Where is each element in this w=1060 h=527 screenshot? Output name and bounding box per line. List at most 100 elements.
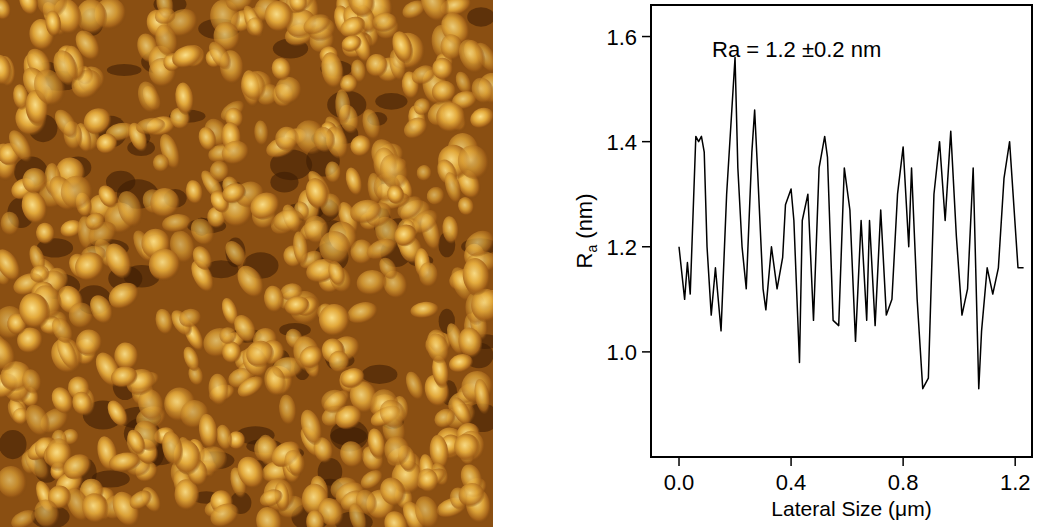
afm-grain	[310, 124, 339, 156]
afm-grain	[297, 407, 327, 448]
afm-grain	[55, 170, 98, 214]
afm-grain	[461, 226, 493, 262]
afm-grain	[197, 413, 221, 451]
afm-pit	[0, 430, 27, 459]
afm-grain	[320, 388, 349, 415]
y-tick	[642, 36, 651, 38]
afm-grain	[380, 507, 413, 527]
afm-grain	[44, 10, 63, 38]
afm-grain	[415, 164, 433, 183]
afm-grain	[246, 188, 285, 225]
profile-line	[679, 58, 1024, 389]
afm-grain	[148, 186, 182, 221]
y-tick-label: 1.4	[606, 130, 637, 155]
afm-grain	[0, 0, 15, 23]
afm-grain	[124, 427, 150, 458]
plot-frame	[651, 5, 1032, 457]
afm-grain	[207, 373, 231, 408]
x-tick	[678, 457, 680, 466]
afm-grain	[441, 215, 461, 245]
afm-grain	[232, 452, 270, 494]
afm-grain	[173, 81, 196, 117]
afm-grain	[359, 107, 384, 142]
afm-grain	[305, 509, 326, 527]
afm-grain	[134, 79, 163, 116]
annotation: Ra = 1.2 ±0.2 nm	[712, 37, 881, 62]
afm-grain	[135, 116, 166, 136]
afm-grain	[221, 340, 243, 365]
afm-grain	[336, 437, 369, 472]
afm-grain	[434, 101, 467, 135]
afm-grain	[19, 367, 44, 397]
afm-pit	[467, 7, 493, 27]
afm-grain	[50, 106, 83, 142]
afm-grain	[344, 0, 380, 22]
x-tick-label: 1.2	[1000, 470, 1031, 495]
afm-grain	[269, 55, 295, 83]
afm-grain	[146, 246, 184, 284]
afm-grain	[18, 164, 52, 198]
afm-grain	[221, 237, 251, 270]
afm-grain	[4, 126, 37, 165]
afm-grain	[151, 152, 172, 174]
afm-grain	[472, 378, 493, 416]
afm-grain	[315, 226, 356, 269]
afm-grain	[260, 0, 299, 37]
afm-grain	[73, 327, 104, 359]
afm-grain	[314, 299, 356, 341]
afm-grain	[107, 450, 142, 474]
afm-pit	[107, 64, 142, 76]
afm-grain	[113, 188, 147, 231]
afm-grain	[257, 486, 285, 510]
afm-grain	[0, 211, 21, 237]
afm-grain	[218, 326, 237, 346]
afm-grain	[178, 307, 202, 329]
afm-grain	[411, 493, 444, 527]
x-tick-label: 0.0	[664, 470, 695, 495]
afm-grain	[14, 289, 55, 333]
afm-grain	[103, 397, 132, 430]
afm-grain	[374, 395, 411, 434]
afm-grain	[411, 96, 433, 118]
x-tick	[790, 457, 792, 466]
y-tick-label: 1.0	[606, 340, 637, 365]
afm-grain	[219, 180, 248, 207]
afm-grain	[94, 131, 121, 157]
afm-grain	[34, 221, 57, 246]
afm-grain	[371, 11, 398, 33]
afm-grain	[364, 235, 400, 264]
afm-grain	[79, 104, 116, 140]
afm-grain	[450, 429, 485, 465]
afm-grain	[460, 256, 493, 298]
afm-grain	[302, 175, 333, 212]
afm-grain	[318, 50, 347, 91]
afm-grain	[49, 47, 84, 90]
afm-grain	[457, 481, 486, 509]
afm-grain	[189, 243, 217, 274]
afm-grain	[253, 120, 270, 147]
afm-grain	[410, 301, 440, 320]
afm-grain	[452, 140, 493, 185]
y-tick	[642, 351, 651, 353]
afm-grain	[243, 337, 278, 371]
afm-grain	[59, 449, 96, 484]
afm-grain	[343, 166, 366, 199]
afm-grain	[152, 22, 182, 60]
afm-grain	[21, 401, 55, 441]
x-tick	[902, 457, 904, 466]
afm-grain	[447, 351, 475, 375]
afm-grain	[400, 113, 431, 142]
x-tick-label: 0.8	[888, 470, 919, 495]
y-tick-label: 1.2	[606, 235, 637, 260]
afm-grain	[284, 295, 311, 318]
afm-grain	[388, 29, 417, 67]
afm-grain	[338, 365, 367, 391]
afm-grain	[126, 487, 155, 513]
x-tick	[1014, 457, 1016, 466]
afm-grain	[418, 261, 439, 288]
afm-grain	[204, 38, 236, 74]
afm-grain	[348, 197, 383, 226]
afm-grain	[324, 161, 342, 185]
afm-grain	[455, 194, 477, 218]
afm-pit	[375, 93, 407, 110]
